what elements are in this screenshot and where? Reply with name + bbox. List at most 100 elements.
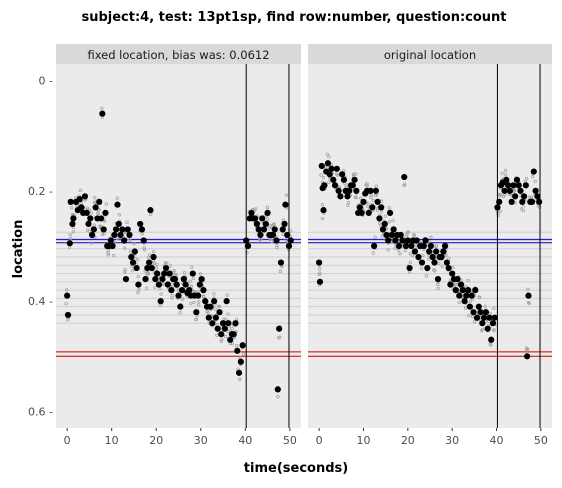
fixation-point — [282, 201, 289, 208]
raw-sample-point — [531, 175, 535, 179]
raw-sample-point — [148, 253, 152, 257]
fixation-point — [113, 226, 120, 233]
raw-sample-point — [189, 284, 194, 288]
fixation-point — [166, 270, 173, 277]
fixation-point — [463, 292, 470, 299]
raw-sample-point — [378, 223, 382, 227]
fixation-point — [189, 270, 196, 277]
raw-sample-point — [371, 198, 375, 202]
fixation-point — [326, 171, 333, 178]
raw-sample-point — [104, 202, 108, 206]
fixation-point — [392, 237, 399, 244]
fixation-point — [388, 231, 395, 239]
fixation-point — [376, 215, 383, 222]
raw-sample-point — [159, 292, 163, 296]
raw-sample-point — [194, 317, 198, 321]
fixation-point — [517, 187, 524, 194]
raw-sample-point — [403, 248, 407, 253]
fixation-point — [445, 264, 452, 272]
raw-sample-point — [477, 295, 481, 299]
raw-sample-point — [182, 271, 187, 275]
raw-sample-point — [412, 234, 416, 238]
raw-sample-point — [386, 248, 390, 252]
raw-sample-point — [153, 285, 157, 289]
fixation-point — [119, 226, 126, 233]
fixation-point — [162, 264, 170, 272]
fixation-point — [64, 292, 71, 299]
raw-sample-point — [527, 195, 532, 199]
fixation-point — [234, 347, 241, 354]
fixation-point — [253, 220, 260, 228]
fixation-point — [274, 386, 281, 393]
raw-sample-point — [123, 269, 127, 274]
raw-sample-point — [424, 274, 429, 278]
fixation-point — [109, 242, 116, 250]
raw-sample-point — [136, 275, 140, 279]
fixation-point — [371, 242, 378, 250]
raw-sample-point — [92, 200, 97, 205]
fixation-point — [351, 176, 358, 183]
raw-sample-point — [325, 152, 329, 156]
fixation-point — [418, 259, 426, 266]
raw-sample-point — [181, 297, 185, 301]
fixation-point — [365, 209, 372, 217]
raw-sample-point — [197, 303, 201, 307]
raw-sample-point — [170, 296, 174, 300]
fixation-point — [221, 325, 228, 332]
fixation-point — [484, 325, 491, 332]
fixation-point — [173, 281, 180, 288]
fixation-point — [205, 314, 212, 321]
fixation-point — [454, 275, 461, 283]
fixation-point — [339, 171, 346, 178]
fixation-point — [87, 215, 94, 222]
raw-sample-point — [447, 257, 451, 261]
fixation-point — [281, 220, 288, 228]
raw-sample-point — [318, 271, 322, 275]
fixation-point — [415, 253, 422, 261]
x-tick-label: 40 — [238, 434, 252, 447]
raw-sample-point — [371, 251, 375, 255]
fixation-point — [178, 287, 186, 294]
fixation-point — [386, 209, 394, 217]
fixation-point — [124, 226, 131, 233]
fixation-point — [202, 298, 209, 305]
raw-sample-point — [527, 301, 532, 305]
fixation-point — [252, 215, 259, 222]
x-tick-label: 30 — [445, 434, 459, 447]
raw-sample-point — [123, 246, 127, 250]
raw-sample-point — [241, 352, 246, 356]
fixation-point — [97, 215, 105, 222]
fixation-point — [212, 314, 220, 321]
fixation-point — [390, 226, 397, 233]
y-tick-label: 0.2 - — [28, 185, 53, 198]
fixation-point — [88, 231, 96, 239]
raw-sample-point — [178, 310, 182, 315]
fixation-point — [146, 259, 153, 266]
raw-sample-point — [378, 221, 382, 225]
raw-sample-point — [393, 246, 397, 250]
fixation-point — [488, 336, 495, 343]
raw-sample-point — [498, 192, 503, 197]
fixation-point — [494, 204, 501, 211]
raw-sample-point — [321, 176, 326, 180]
fixation-point — [259, 215, 266, 222]
raw-sample-point — [78, 188, 83, 193]
fixation-point — [406, 264, 413, 272]
raw-sample-point — [275, 243, 279, 247]
panel-2: original location 0 10 20 30 40 50 — [308, 44, 552, 447]
fixation-point — [372, 187, 379, 194]
fixation-point — [129, 259, 137, 266]
raw-sample-point — [500, 171, 504, 175]
y-tick-label: 0 - — [39, 75, 53, 88]
fixation-point — [482, 309, 489, 316]
raw-sample-point — [85, 206, 89, 210]
fixation-point — [477, 309, 484, 316]
fixation-point — [70, 215, 77, 222]
raw-sample-point — [533, 179, 537, 184]
raw-sample-point — [492, 306, 496, 310]
fixation-point — [411, 248, 419, 255]
raw-sample-point — [64, 302, 68, 306]
raw-sample-point — [318, 267, 322, 271]
